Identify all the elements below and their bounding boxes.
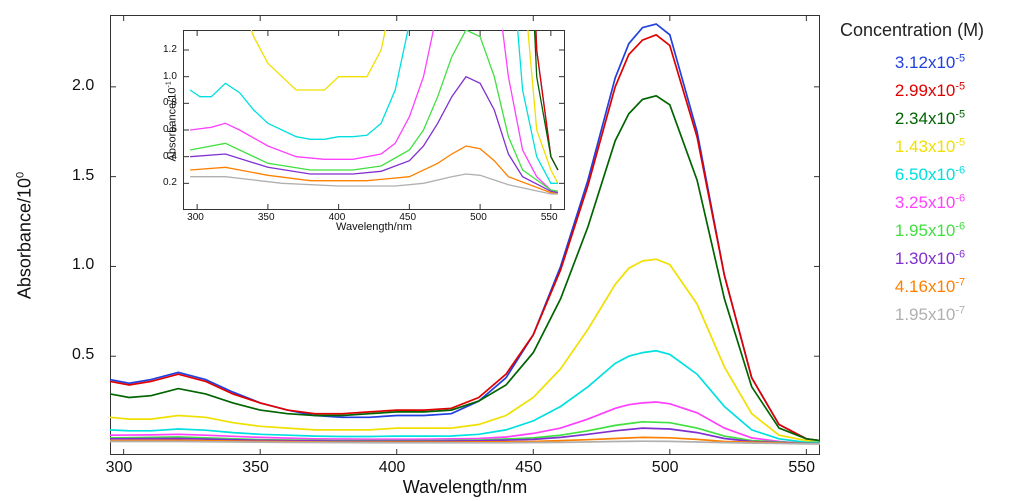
main-ytick-label: 1.5 [72,167,94,185]
main-ylabel: Absorbance/100 [15,16,36,456]
main-ytick-label: 2.0 [72,77,94,95]
legend-item: 4.16x10-7 [840,273,1020,301]
inset-xtick-label: 300 [187,212,204,223]
main-xlabel: Wavelength/nm [0,477,930,498]
legend-item: 2.99x10-5 [840,77,1020,105]
main-ytick-label: 1.0 [72,256,94,274]
main-xtick-label: 550 [788,459,815,477]
main-xtick-label: 450 [515,459,542,477]
inset-ytick-label: 0.6 [163,124,177,135]
inset-ytick-label: 0.4 [163,151,177,162]
main-xtick-label: 400 [379,459,406,477]
inset-xtick-label: 400 [329,212,346,223]
legend-item: 1.95x10-7 [840,301,1020,329]
legend-title: Concentration (M) [840,20,1020,41]
inset-xtick-label: 550 [541,212,558,223]
inset-ytick-label: 1.2 [163,44,177,55]
chart-root: { "main_chart": { "type": "line", "box":… [0,0,1024,501]
inset-xlabel: Wavelength/nm [183,221,565,233]
legend-item: 3.25x10-6 [840,189,1020,217]
inset-xtick-label: 500 [470,212,487,223]
legend-item: 1.30x10-6 [840,245,1020,273]
legend-item: 3.12x10-5 [840,49,1020,77]
legend-item: 1.43x10-5 [840,133,1020,161]
main-ytick-label: 0.5 [72,346,94,364]
legend: Concentration (M) 3.12x10-52.99x10-52.34… [840,20,1020,329]
legend-item: 1.95x10-6 [840,217,1020,245]
inset-ytick-label: 1.0 [163,71,177,82]
series-1.43e-5 [110,259,820,442]
inset-ytick-label: 0.2 [163,177,177,188]
main-xtick-label: 350 [242,459,269,477]
main-xtick-label: 500 [652,459,679,477]
legend-item: 6.50x10-6 [840,161,1020,189]
inset-xtick-label: 350 [258,212,275,223]
inset-xtick-label: 450 [399,212,416,223]
inset-ytick-label: 0.8 [163,97,177,108]
legend-item: 2.34x10-5 [840,105,1020,133]
main-xtick-label: 300 [106,459,133,477]
